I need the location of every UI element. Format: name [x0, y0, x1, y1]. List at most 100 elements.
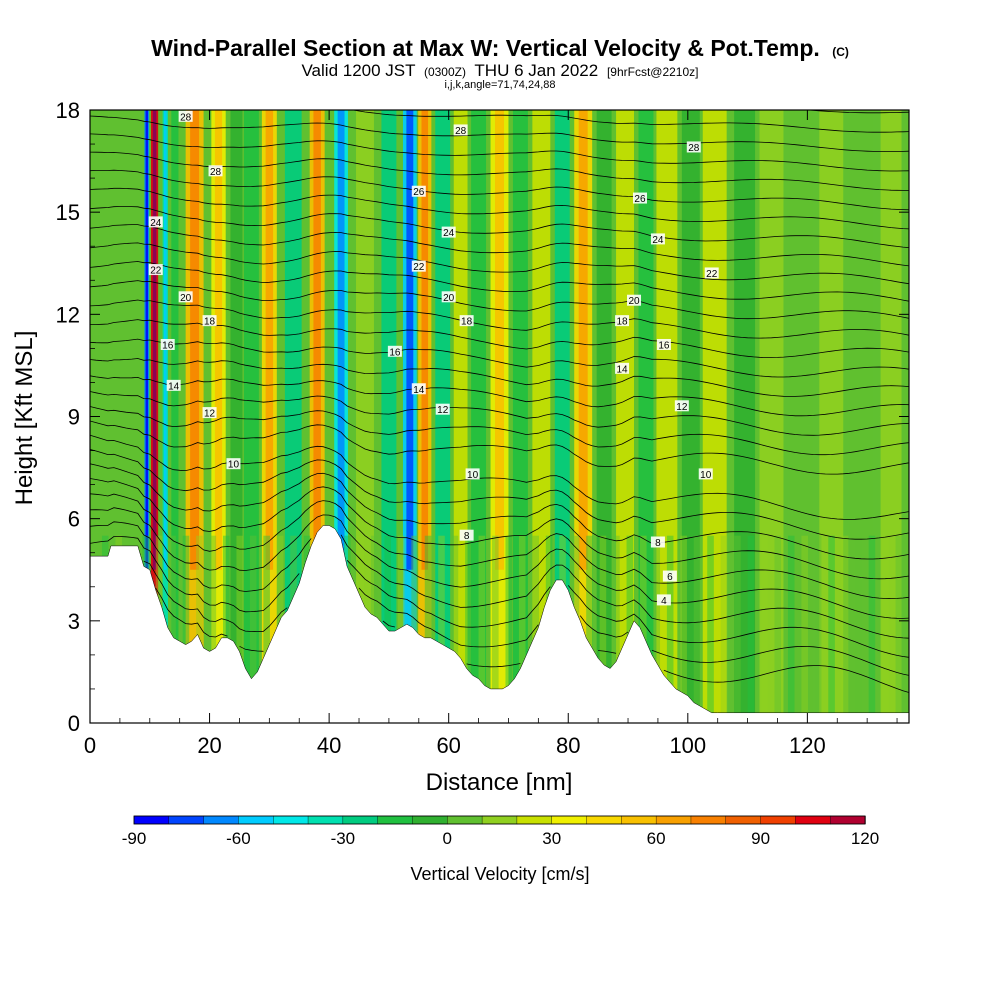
- contour-label-group: 14: [615, 362, 630, 375]
- lowlevel-stripe: [801, 535, 808, 723]
- theta-contour: [90, 280, 909, 320]
- lowlevel-stripe: [263, 535, 270, 723]
- contour-label: 6: [667, 572, 673, 583]
- lowlevel-stripe: [828, 535, 835, 723]
- theta-contour: [90, 463, 909, 560]
- lowlevel-stripe: [666, 535, 674, 723]
- velocity-band: [435, 110, 451, 723]
- contour-label-bg: [208, 165, 223, 177]
- subtitle-valid: Valid 1200 JST: [301, 61, 415, 80]
- contour-label-bg: [662, 570, 677, 582]
- contour-labels: 2828242220181614121028262422201816141210…: [148, 110, 719, 607]
- theta-contour: [90, 507, 909, 619]
- contour-label-bg: [387, 345, 402, 357]
- contour-label-bg: [632, 192, 647, 204]
- colorbar-cell: [829, 815, 866, 825]
- theta-contour: [90, 449, 909, 540]
- contour-label-group: 12: [202, 407, 217, 420]
- chart-title: Wind-Parallel Section at Max W: Vertical…: [151, 35, 849, 61]
- contour-label-group: 14: [411, 383, 426, 396]
- theta-contour: [90, 493, 909, 600]
- x-tick-label: 0: [84, 733, 96, 758]
- velocity-band: [356, 110, 374, 723]
- contour-label: 22: [413, 262, 425, 273]
- colorbar-cell: [690, 815, 727, 825]
- contour-label-group: 8: [650, 536, 665, 549]
- theta-contour: [90, 406, 909, 456]
- lowlevel-stripe: [841, 535, 849, 723]
- theta-contour: [90, 242, 909, 285]
- contour-label-bg: [411, 383, 426, 395]
- velocity-band: [596, 110, 612, 723]
- colorbar-cell: [551, 815, 588, 825]
- subtitle-fcst: [9hrFcst@2210z]: [607, 65, 699, 79]
- contour-label-bg: [160, 338, 175, 350]
- velocity-band: [381, 110, 397, 723]
- lowlevel-stripe: [868, 535, 876, 723]
- lowlevel-stripe: [693, 535, 701, 723]
- contour-label: 20: [443, 293, 455, 304]
- lowlevel-stripe: [774, 535, 782, 723]
- lowlevel-stripe: [747, 535, 755, 723]
- contour-label: 28: [210, 167, 222, 178]
- terrain-mask: [90, 525, 909, 723]
- contour-label-group: 28: [208, 165, 223, 178]
- contour-label-bg: [650, 536, 665, 548]
- lowlevel-stripe: [626, 535, 634, 723]
- x-axis: 0 20 40 60 80 100 120: [84, 110, 898, 758]
- contour-label-group: 6: [662, 570, 677, 583]
- contour-label: 16: [162, 340, 174, 351]
- contour-label-bg: [674, 400, 689, 412]
- contour-label: 24: [652, 235, 664, 246]
- lowlevel-stripe: [613, 535, 620, 723]
- y-axis: 0 3 6 9 12 15 18: [56, 98, 909, 736]
- contour-label-group: 20: [441, 291, 456, 304]
- theta-contour: [90, 536, 909, 658]
- x-axis-label: Distance [nm]: [426, 769, 573, 796]
- chart-subtitle: Valid 1200 JST (0300Z) THU 6 Jan 2022 [9…: [301, 61, 698, 80]
- contour-label-bg: [166, 379, 181, 391]
- contour-label: 14: [616, 364, 628, 375]
- colorbar-cell: [342, 815, 379, 825]
- theta-contour: [90, 151, 909, 191]
- velocity-band: [880, 110, 902, 723]
- velocity-band: [681, 110, 700, 723]
- contour-label-group: 22: [148, 264, 163, 277]
- contour-label: 16: [658, 340, 670, 351]
- theta-contour: [90, 224, 909, 267]
- velocity-core: [337, 110, 345, 570]
- velocity-band: [471, 110, 487, 723]
- colorbar-tick-label: -90: [122, 829, 147, 848]
- colorbar-tick-label: 60: [647, 829, 666, 848]
- colorbar-cell: [168, 815, 205, 825]
- y-tick-label: 12: [56, 302, 80, 327]
- lowlevel-stripe: [680, 535, 687, 723]
- contour-label-group: 24: [148, 216, 163, 229]
- lowlevel-stripe: [653, 535, 661, 723]
- potential-temperature-contours: [90, 110, 909, 693]
- theta-contour: [90, 133, 909, 172]
- colorbar-tick-label: 120: [851, 829, 879, 848]
- contour-label-bg: [453, 124, 468, 136]
- x-tick-label: 120: [789, 733, 826, 758]
- lowlevel-stripe: [882, 535, 889, 723]
- contour-label: 18: [616, 317, 628, 328]
- contour-label-bg: [656, 594, 671, 606]
- contour-label-bg: [148, 264, 163, 276]
- colorbar-tick-label: 0: [443, 829, 452, 848]
- colorbar-cell: [447, 815, 483, 825]
- contour-label-group: 16: [656, 338, 671, 351]
- colorbar-cell: [412, 815, 448, 825]
- colorbar-cell: [307, 815, 344, 825]
- contour-label-bg: [226, 458, 241, 470]
- lowlevel-stripe: [182, 535, 190, 723]
- contour-label: 14: [168, 381, 180, 392]
- subtitle-utc: (0300Z): [424, 65, 466, 79]
- contour-label: 12: [676, 402, 688, 413]
- velocity-band: [284, 110, 302, 723]
- contour-label: 18: [204, 317, 216, 328]
- colorbar-cell: [203, 815, 240, 825]
- colorbar-tick-label: 30: [542, 829, 561, 848]
- contour-label-group: 10: [465, 468, 480, 481]
- theta-contour: [90, 299, 909, 339]
